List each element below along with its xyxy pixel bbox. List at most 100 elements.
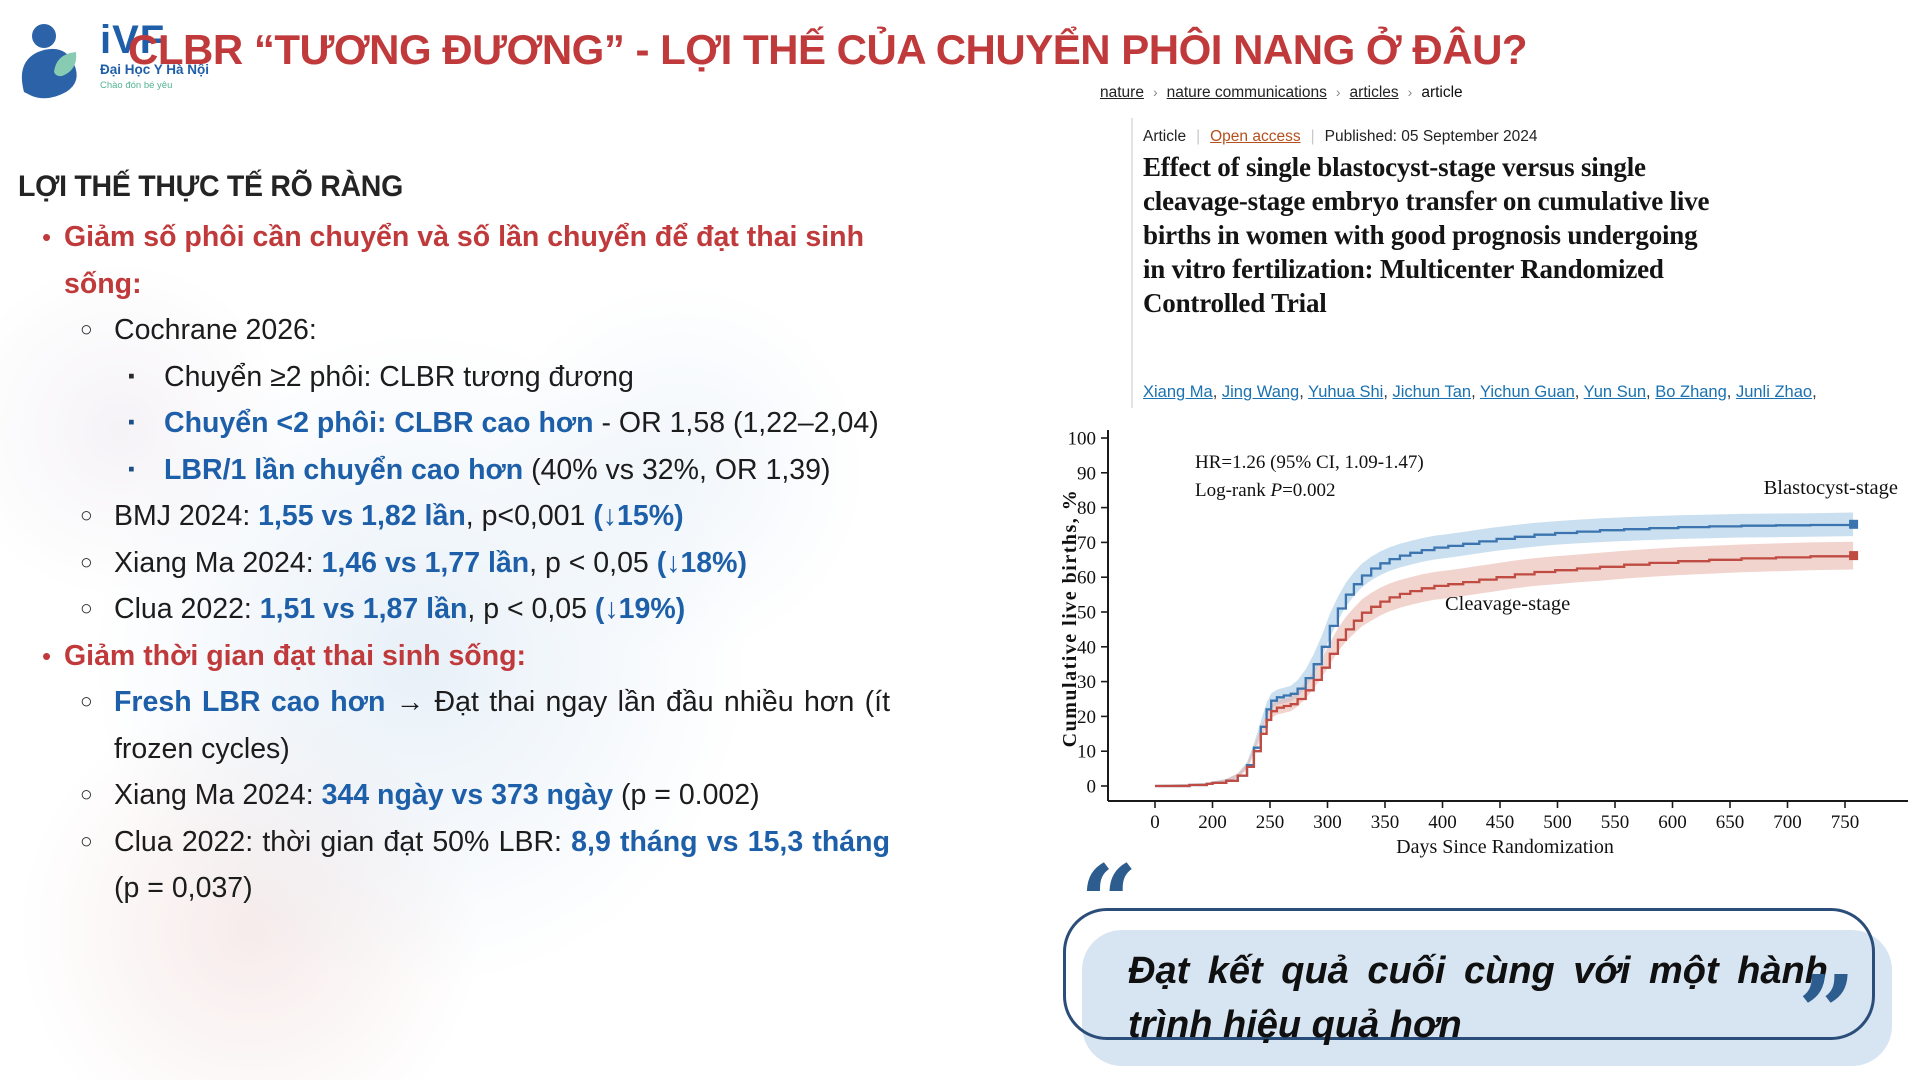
x-tick-label: 700 (1773, 812, 1802, 833)
list-item-text: 1,51 vs 1,87 lần (259, 593, 468, 625)
x-tick-label: 200 (1198, 812, 1227, 833)
list-item-text: - OR 1,58 (1,22–2,04) (593, 407, 879, 439)
list-item-text: (p = 0.002) (613, 779, 760, 811)
y-tick-label: 60 (1077, 568, 1096, 589)
open-quote-icon: “ (1080, 843, 1138, 961)
author-link[interactable]: Bo Zhang (1655, 383, 1727, 401)
close-quote-icon: ” (1798, 953, 1856, 1071)
list-item-text: Xiang Ma 2024: (114, 779, 322, 811)
list-item: ○ BMJ 2024: 1,55 vs 1,82 lần, p<0,001 (↓1… (18, 493, 890, 540)
slide-title: CLBR “TƯƠNG ĐƯƠNG” - LỢI THẾ CỦA CHUYỂN … (128, 26, 1528, 73)
breadcrumb-item: article (1421, 84, 1463, 101)
bullet-icon: ○ (80, 550, 93, 574)
curve-end-marker (1849, 519, 1859, 529)
list-item-text: Giảm số phôi cần chuyển và số lần chuyển… (64, 221, 864, 300)
y-tick-label: 50 (1077, 603, 1096, 624)
bullet-icon: ○ (80, 829, 93, 853)
author-separator: , (1299, 383, 1309, 401)
y-tick-label: 80 (1077, 498, 1096, 519)
author-link[interactable]: Yun Sun (1583, 383, 1647, 401)
list-item-text: (↓19%) (594, 593, 686, 625)
breadcrumb-separator-icon: › (1335, 84, 1341, 100)
article-left-rule (1131, 118, 1133, 408)
open-access-link[interactable]: Open access (1210, 128, 1301, 145)
author-separator: , (1812, 383, 1817, 401)
x-tick-label: 300 (1313, 812, 1342, 833)
list-item-text: → Đạt thai ngay lần đầu nhiều hơn (ít fr… (114, 686, 890, 765)
x-tick-label: 650 (1716, 812, 1745, 833)
hr-annotation: HR=1.26 (95% CI, 1.09-1.47) (1195, 452, 1424, 473)
article-type-label: Article (1143, 128, 1187, 145)
author-separator: , (1726, 383, 1736, 401)
bullet-icon: ○ (80, 597, 93, 620)
meta-divider: | (1196, 128, 1201, 145)
y-tick-label: 10 (1077, 742, 1096, 763)
list-item-text: 344 ngày vs 373 ngày (321, 779, 614, 811)
list-item-text: (40% vs 32%, OR 1,39) (523, 453, 831, 486)
list-item-text: Chuyển <2 phôi: CLBR cao hơn (164, 407, 594, 439)
bullet-icon: ○ (80, 318, 93, 341)
author-link[interactable]: Jichun Tan (1392, 383, 1472, 401)
y-tick-label: 90 (1077, 463, 1096, 484)
article-title: Effect of single blastocyst-stage versus… (1143, 152, 1710, 318)
x-axis-label: Days Since Randomization (1396, 836, 1614, 858)
x-tick-label: 550 (1601, 812, 1630, 833)
article-meta: Article | Open access | Published: 05 Septem… (1143, 128, 1537, 146)
breadcrumb-item[interactable]: nature (1100, 84, 1144, 101)
x-tick-label: 350 (1371, 812, 1400, 833)
author-link[interactable]: Yuhua Shi (1308, 383, 1384, 401)
list-item: ○ Clua 2022: thời gian đạt 50% LBR: 8,9 t… (18, 819, 890, 912)
breadcrumb-item[interactable]: nature communications (1166, 84, 1327, 101)
ci-band (1155, 541, 1854, 786)
breadcrumb-item[interactable]: articles (1349, 84, 1399, 101)
list-item-text: Chuyển ≥2 phôi: CLBR tương đương (164, 360, 634, 393)
series-label-cleavage: Cleavage-stage (1445, 593, 1570, 615)
list-item-text: 1,46 vs 1,77 lần (321, 546, 530, 579)
km-chart-svg: 0 10 20 30 40 50 60 70 80 90 100 0 200 250 300 350 400 45… (1059, 429, 1908, 858)
bullet-icon: • (42, 640, 52, 671)
breadcrumb-separator-icon: › (1407, 84, 1413, 100)
quote-text: Đạt kết quả cuối cùng với một hành trình… (1128, 950, 1828, 1046)
author-link[interactable]: Yichun Guan (1479, 383, 1575, 401)
author-separator: , (1212, 383, 1222, 401)
list-item-text: LBR/1 lần chuyển cao hơn (164, 453, 524, 486)
list-item-text: Cochrane 2026: (114, 314, 317, 346)
bullet-icon: ○ (80, 504, 93, 527)
list-item-text: Giảm thời gian đạt thai sinh sống: (64, 639, 527, 672)
bullet-icon: ▪ (128, 458, 135, 480)
list-item: • Giảm số phôi cần chuyển và số lần chuyể… (18, 214, 864, 307)
y-tick-label: 100 (1068, 429, 1097, 450)
km-chart: 0 10 20 30 40 50 60 70 80 90 100 0 200 250 300 350 400 45… (1059, 418, 1920, 863)
breadcrumb: nature › nature communications › articles › ar… (1100, 84, 1463, 102)
list-item: ▪ Chuyển <2 phôi: CLBR cao hơn - OR 1,58 … (18, 400, 890, 447)
list-item-text: Xiang Ma 2024: (114, 546, 322, 579)
list-item-text: , p < 0,05 (467, 593, 595, 625)
author-link[interactable]: Xiang Ma (1143, 383, 1213, 401)
y-tick-label: 20 (1077, 707, 1096, 728)
y-tick-label: 40 (1077, 637, 1096, 658)
list-item: ○ Xiang Ma 2024: 344 ngày vs 373 ngày (p … (18, 772, 890, 819)
x-tick-label: 450 (1486, 812, 1515, 833)
author-link[interactable]: Junli Zhao (1735, 383, 1813, 401)
x-tick-label: 500 (1543, 812, 1572, 833)
list-item-text: Fresh LBR cao hơn (114, 686, 386, 718)
y-tick-label: 0 (1087, 777, 1097, 798)
list-item-text: , p<0,001 (465, 500, 594, 532)
x-tick-label: 400 (1428, 812, 1457, 833)
x-tick-label: 0 (1150, 812, 1160, 833)
list-item-text: (↓18%) (656, 546, 747, 579)
ivf-logo-icon (21, 24, 77, 99)
bullet-icon: ○ (80, 690, 93, 713)
y-tick-label: 70 (1077, 533, 1096, 554)
list-item: ▪ Chuyển ≥2 phôi: CLBR tương đương (18, 354, 890, 401)
list-item-text: 1,55 vs 1,82 lần (258, 500, 466, 532)
author-link[interactable]: Jing Wang (1221, 383, 1300, 401)
curve-end-marker (1849, 551, 1859, 561)
list-item-text: 8,9 tháng vs 15,3 tháng (571, 825, 890, 858)
list-item-text: Clua 2022: thời gian đạt 50% LBR: (114, 825, 572, 858)
y-axis-label: Cumulative live births, % (1060, 489, 1081, 748)
quote-box-border (1063, 908, 1875, 1040)
list-item: ○ Xiang Ma 2024: 1,46 vs 1,77 lần, p < 0,… (18, 540, 890, 587)
bullet-icon: ○ (80, 783, 93, 806)
